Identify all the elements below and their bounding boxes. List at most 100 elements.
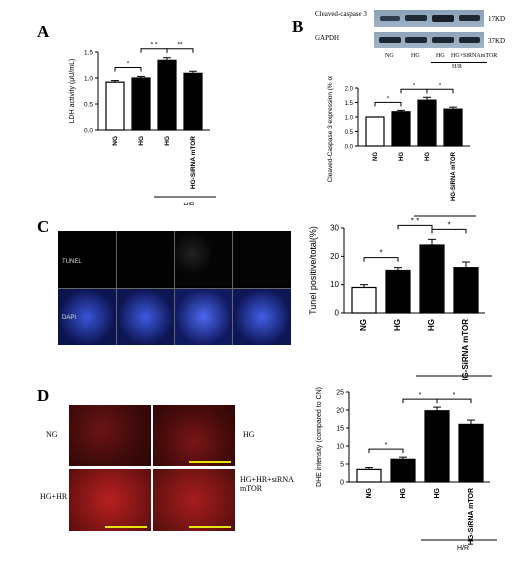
blot-row-label-gapdh: GAPDH	[315, 34, 340, 42]
significance-bracket	[397, 224, 433, 230]
y-tick-label: 10	[336, 444, 344, 451]
tunel-image	[233, 231, 291, 287]
category-label: HG	[138, 136, 145, 146]
significance-bracket	[368, 448, 404, 454]
y-tick-label: 1.0	[345, 116, 354, 122]
y-tick-label: 0.5	[345, 130, 354, 136]
category-label: HG-SiRNA mTOR	[190, 136, 197, 189]
ldh-activity-chart: 0.0 0.5 1.0 1.5 LDH activity (μU/mL) NG HG HG HG…	[69, 42, 216, 205]
caspase-expression-chart: 0.0 0.5 1.0 1.5 2.0 Cleaved-Caspase 3 express…	[327, 76, 476, 217]
significance-bracket	[363, 257, 399, 262]
y-tick-label: 20	[330, 252, 339, 261]
tunel-image	[175, 231, 232, 287]
y-tick-label: 1.0	[84, 76, 93, 83]
bar	[385, 269, 411, 314]
bar	[391, 111, 411, 147]
dhe-label-hg-hr-sirna: HG+HR+siRNA mTOR	[240, 475, 294, 493]
significance-bracket	[402, 398, 438, 404]
significance-bracket	[166, 48, 194, 53]
tunel-row-label: TUNEL	[62, 259, 82, 265]
y-tick-label: 20	[336, 408, 344, 415]
category-label: HG-SiRNA mTOR	[468, 488, 475, 545]
western-blot: Cleaved-caspase 3 GAPDH 17KD 37KD NG HG …	[315, 8, 515, 78]
tunel-positive-chart: 0 10 20 30 Tunel positive/total(%) NG HG HG HG-S…	[308, 218, 492, 380]
y-axis-label: Tunel positive/total(%)	[308, 226, 318, 315]
blot-size-caspase: 17KD	[488, 15, 506, 23]
category-label: NG	[373, 152, 379, 161]
y-axis-label: DHE intensity (compared to CN)	[316, 387, 323, 487]
dhe-label-hg-hr: HG+HR	[40, 492, 68, 501]
significance-bracket	[400, 88, 428, 94]
bar	[131, 77, 151, 131]
dhe-image-grid	[69, 405, 235, 531]
bar	[390, 458, 416, 483]
bar	[356, 468, 382, 483]
dapi-image	[233, 289, 291, 345]
significance-label: * *	[151, 42, 158, 49]
bar	[417, 99, 437, 147]
panel-a-letter: A	[37, 22, 50, 41]
panel-b-letter: B	[292, 17, 304, 36]
y-tick-label: 30	[330, 224, 339, 233]
y-tick-label: 0	[340, 480, 344, 487]
dapi-image	[175, 289, 232, 345]
y-tick-label: 0.5	[84, 102, 93, 109]
y-tick-label: 1.5	[84, 50, 93, 57]
significance-bracket	[114, 66, 142, 72]
significance-label: * *	[411, 218, 419, 225]
significance-label: *	[453, 392, 456, 399]
dapi-image	[58, 289, 116, 345]
group-label: H/R	[183, 202, 195, 205]
significance-label: *	[419, 392, 422, 399]
bar	[419, 244, 445, 314]
y-tick-label: 1.5	[345, 101, 354, 107]
bar	[351, 286, 377, 314]
blot-group-label: H/R	[452, 64, 463, 70]
category-label: NG	[112, 136, 119, 146]
dhe-image	[69, 405, 151, 466]
significance-label: *	[385, 442, 388, 449]
bar	[365, 116, 385, 147]
blot-lane-label: HG+SiRNAmTOR	[451, 53, 498, 59]
y-tick-label: 5	[340, 462, 344, 469]
blot-band-strip-caspase	[374, 10, 484, 27]
blot-row-label-caspase: Cleaved-caspase 3	[315, 10, 367, 18]
category-label: HG	[427, 319, 436, 331]
blot-lane-label: NG	[385, 53, 394, 59]
blot-group-line	[431, 62, 487, 63]
bar	[183, 72, 203, 131]
dapi-row-label: DAPI	[62, 315, 77, 321]
y-tick-label: 15	[336, 426, 344, 433]
significance-bracket	[374, 101, 402, 107]
panel-c-letter: C	[37, 217, 50, 236]
significance-label: **	[177, 42, 183, 49]
dhe-intensity-chart: 0 5 10 15 20 25 DHE intensity (compared to CN)…	[316, 387, 497, 552]
dhe-image	[153, 469, 235, 531]
tunel-image	[117, 231, 174, 287]
blot-band-strip-gapdh	[374, 32, 484, 48]
significance-bracket	[436, 398, 472, 404]
significance-label: *	[413, 83, 416, 89]
significance-label: *	[127, 60, 130, 67]
dapi-image	[117, 289, 174, 345]
bar	[443, 108, 463, 147]
significance-label: *	[439, 83, 442, 89]
significance-label: *	[447, 220, 450, 229]
dhe-image	[69, 469, 151, 531]
category-label: HG-SiRNA mTOR	[461, 319, 470, 380]
y-tick-label: 10	[330, 280, 339, 289]
blot-lane-label: HG	[411, 53, 420, 59]
y-tick-label: 0.0	[345, 145, 354, 151]
blot-size-gapdh: 37KD	[488, 37, 506, 45]
bar	[453, 267, 479, 314]
y-axis-label: LDH activity (μU/mL)	[69, 59, 76, 124]
dhe-label-ng: NG	[46, 430, 58, 439]
y-tick-label: 25	[336, 390, 344, 397]
bar	[424, 410, 450, 483]
y-tick-label: 0.0	[84, 128, 93, 135]
significance-bracket	[431, 228, 467, 234]
dhe-image	[153, 405, 235, 466]
category-label: HG	[400, 487, 407, 498]
category-label: HG	[425, 152, 431, 161]
significance-label: *	[379, 249, 382, 258]
